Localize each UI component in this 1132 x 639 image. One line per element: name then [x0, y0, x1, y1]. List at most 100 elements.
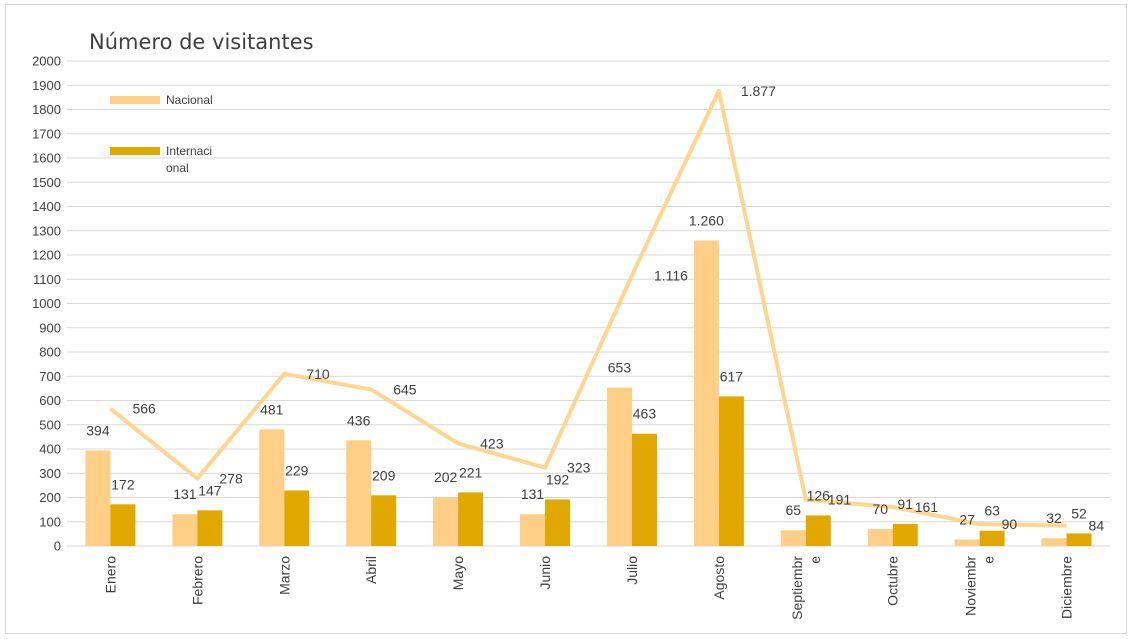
x-tick-label: Marzo — [276, 556, 292, 595]
data-label-line: 84 — [1089, 518, 1105, 534]
x-tick-label-line: e — [807, 556, 823, 564]
legend-label: Nacional — [166, 93, 213, 107]
bar-nacional — [259, 429, 285, 546]
bar-internacional — [718, 396, 744, 546]
bar-internacional — [892, 523, 918, 546]
bar-nacional — [693, 240, 719, 546]
bar-internacional — [1066, 533, 1092, 546]
data-label-internacional: 172 — [111, 476, 135, 492]
bar-internacional — [631, 433, 657, 546]
bar-internacional — [805, 515, 831, 546]
data-label-line: 566 — [132, 401, 156, 417]
y-tick-label: 1400 — [32, 199, 61, 214]
legend-swatch — [110, 147, 160, 155]
data-label-internacional: 221 — [459, 464, 483, 480]
data-label-internacional: 52 — [1071, 505, 1087, 521]
y-tick-label: 1600 — [32, 151, 61, 166]
x-tick-label: Junio — [537, 556, 553, 590]
data-label-nacional: 436 — [347, 412, 371, 428]
data-label-internacional: 463 — [633, 406, 657, 422]
chart-title: Número de visitantes — [89, 30, 314, 54]
bar-nacional — [520, 514, 546, 546]
x-tick-label: Diciembre — [1059, 556, 1075, 619]
y-tick-label: 300 — [39, 466, 61, 481]
data-label-internacional: 192 — [546, 471, 570, 487]
x-tick-label: Septiembr e — [789, 556, 823, 620]
data-label-line: 161 — [915, 499, 939, 515]
data-label-line: 710 — [306, 366, 330, 382]
x-tick-label-line: Noviembr — [963, 556, 979, 616]
bar-nacional — [867, 529, 893, 546]
y-tick-label: 1900 — [32, 78, 61, 93]
data-label-nacional: 27 — [959, 511, 975, 527]
y-tick-label: 900 — [39, 320, 61, 335]
data-label-nacional: 70 — [872, 501, 888, 517]
data-label-line: 90 — [1002, 516, 1018, 532]
y-tick-label: 2000 — [32, 54, 61, 69]
x-tick-label-line: Marzo — [276, 556, 292, 595]
data-label-nacional: 394 — [86, 422, 110, 438]
y-tick-label: 600 — [39, 393, 61, 408]
data-label-nacional: 1.260 — [689, 212, 724, 228]
data-label-internacional: 617 — [720, 368, 744, 384]
bar-nacional — [1041, 538, 1067, 546]
x-tick-label-line: Abril — [363, 556, 379, 584]
y-tick-label: 1000 — [32, 296, 61, 311]
data-label-nacional: 65 — [786, 502, 802, 518]
x-tick-label: Octubre — [885, 556, 901, 606]
data-label-line: 1.877 — [741, 83, 776, 99]
legend-swatch — [110, 96, 160, 104]
data-label-nacional: 131 — [521, 486, 545, 502]
bar-internacional — [371, 495, 397, 546]
data-label-nacional: 202 — [434, 469, 458, 485]
x-tick-label-line: Enero — [102, 556, 118, 594]
bar-nacional — [172, 514, 198, 546]
x-tick-label-line: Junio — [537, 556, 553, 590]
x-tick-label: Enero — [102, 556, 118, 594]
y-tick-label: 400 — [39, 442, 61, 457]
y-tick-label: 500 — [39, 417, 61, 432]
data-label-line: 278 — [219, 471, 243, 487]
x-tick-label-line: Septiembr — [789, 556, 805, 620]
data-label-line: 191 — [828, 492, 852, 508]
bar-nacional — [346, 440, 372, 546]
x-tick-label-line: Julio — [624, 556, 640, 585]
y-tick-label: 100 — [39, 514, 61, 529]
line-total — [109, 88, 1067, 528]
data-label-nacional: 481 — [260, 401, 284, 417]
x-tick-label: Agosto — [711, 556, 727, 600]
x-tick-label-line: Diciembre — [1059, 556, 1075, 619]
x-tick-label: Noviembr e — [963, 556, 997, 616]
bar-internacional — [197, 510, 223, 546]
bar-nacional — [954, 539, 980, 546]
x-tick-label-line: e — [981, 556, 997, 564]
data-label-nacional: 131 — [173, 486, 197, 502]
bar-internacional — [458, 492, 484, 546]
y-tick-label: 1500 — [32, 175, 61, 190]
bar-nacional — [606, 387, 632, 546]
data-label-internacional: 209 — [372, 467, 396, 483]
data-label-nacional: 653 — [608, 360, 632, 376]
data-label-internacional: 91 — [897, 496, 913, 512]
y-tick-label: 0 — [54, 539, 61, 554]
x-tick-label: Mayo — [450, 556, 466, 590]
data-label-line: 323 — [567, 460, 591, 476]
data-label-line: 1.116 — [654, 267, 688, 283]
x-tick-label: Febrero — [189, 556, 205, 605]
bar-internacional — [545, 499, 571, 546]
x-tick-label: Julio — [624, 556, 640, 585]
legend-label: onal — [166, 161, 189, 175]
y-tick-label: 1100 — [33, 272, 61, 287]
legend-label: Internaci — [166, 144, 212, 158]
x-tick-label: Abril — [363, 556, 379, 584]
data-label-line: 423 — [480, 435, 504, 451]
y-tick-label: 1300 — [32, 223, 61, 238]
bar-nacional — [85, 450, 111, 546]
x-tick-label-line: Febrero — [189, 556, 205, 605]
x-tick-label-line: Agosto — [711, 556, 727, 600]
x-tick-label-line: Mayo — [450, 556, 466, 590]
data-label-internacional: 126 — [807, 487, 831, 503]
data-label-line: 645 — [393, 382, 417, 398]
data-label-internacional: 229 — [285, 462, 309, 478]
y-tick-label: 200 — [39, 490, 61, 505]
